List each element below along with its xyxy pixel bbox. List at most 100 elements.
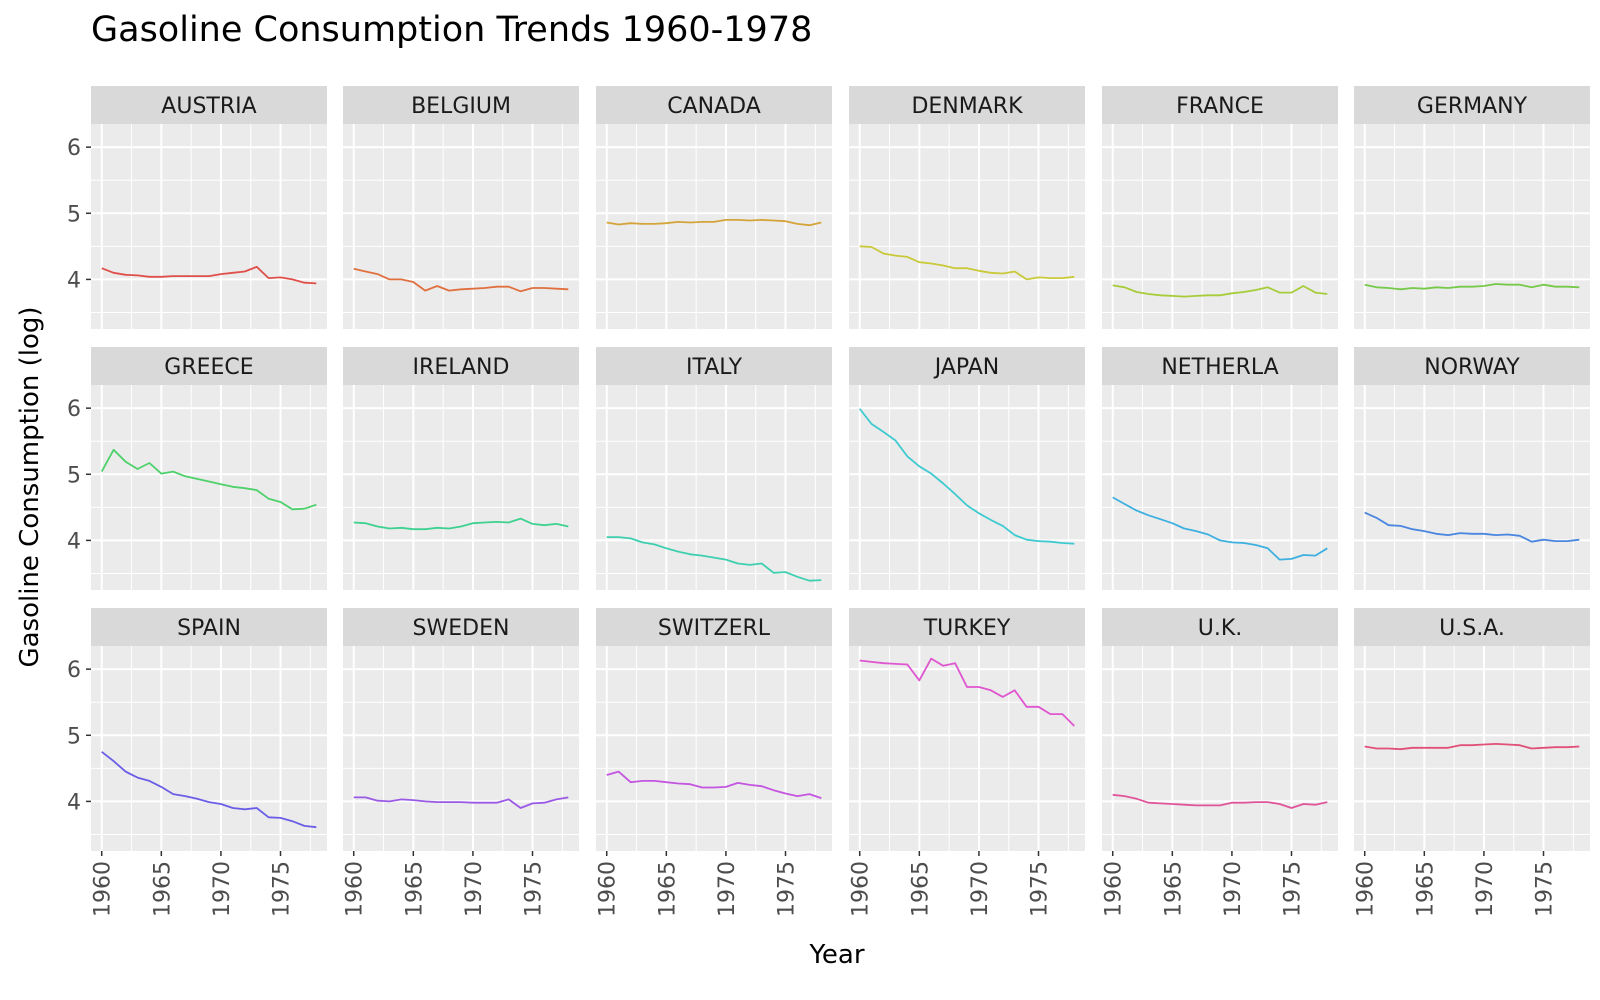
facet-strip (849, 608, 1085, 646)
facet-panel-spain: SPAIN 4 5 6 1960 1965 1970 1975 (67, 608, 327, 917)
facet-panel-denmark: DENMARK (849, 86, 1085, 329)
x-tick-label: 1960 (849, 861, 874, 917)
facet-strip-label: JAPAN (933, 355, 1000, 380)
series-line-switzerl (606, 770, 822, 799)
facet-strip-label: AUSTRIA (161, 94, 256, 119)
facet-strip (343, 608, 579, 646)
facet-strip (91, 86, 327, 124)
facet-strip-label: NETHERLA (1161, 355, 1278, 380)
x-tick-label: 1965 (1413, 861, 1438, 917)
y-tick-label: 6 (67, 136, 81, 161)
facet-strip (1102, 347, 1338, 385)
facet-strip (1102, 608, 1338, 646)
x-tick-label: 1960 (1354, 861, 1379, 917)
y-tick-label: 6 (67, 397, 81, 422)
series-line-belgium (353, 267, 569, 293)
facet-panels: AUSTRIA 4 5 6 BELGIUM CANADA DENMARK FRANCE GERM… (67, 86, 1590, 917)
facet-panel-u-k: U.K. 1960 1965 1970 1975 (1102, 608, 1338, 917)
facet-panel-germany: GERMANY (1354, 86, 1590, 329)
x-tick-label: 1970 (1473, 861, 1498, 917)
panel-background (596, 385, 832, 590)
facet-strip-label: FRANCE (1176, 94, 1264, 119)
facet-strip-label: DENMARK (911, 94, 1023, 119)
facet-panel-netherla: NETHERLA (1102, 347, 1338, 590)
panel-background (596, 124, 832, 329)
x-axis-label: Year (808, 940, 864, 970)
series-line-italy (606, 536, 822, 582)
facet-panel-ireland: IRELAND (343, 347, 579, 590)
x-tick-label: 1960 (343, 861, 368, 917)
facet-strip-label: SWITZERL (658, 616, 771, 641)
facet-strip-label: IRELAND (413, 355, 510, 380)
facet-strip-label: CANADA (667, 94, 761, 119)
x-tick-label: 1965 (1161, 861, 1186, 917)
x-tick-label: 1960 (596, 861, 621, 917)
y-tick-label: 5 (67, 724, 81, 749)
series-line-norway (1364, 511, 1580, 543)
facet-strip-label: U.S.A. (1439, 616, 1505, 641)
y-tick-label: 4 (67, 268, 81, 293)
y-tick-label: 4 (67, 529, 81, 554)
facet-strip-label: GERMANY (1417, 94, 1528, 119)
series-line-u-k (1112, 793, 1328, 809)
panel-background (343, 124, 579, 329)
y-axis-label: Gasoline Consumption (log) (15, 306, 45, 667)
x-tick-label: 1960 (91, 861, 116, 917)
series-line-japan (858, 408, 1075, 545)
facet-panel-sweden: SWEDEN 1960 1965 1970 1975 (343, 608, 579, 917)
facet-panel-switzerl: SWITZERL 1960 1965 1970 1975 (596, 608, 832, 917)
facet-strip (91, 347, 327, 385)
facet-strip (1354, 608, 1590, 646)
facet-panel-norway: NORWAY (1354, 347, 1590, 590)
facet-strip (91, 608, 327, 646)
panel-background (343, 385, 579, 590)
series-line-france (1112, 284, 1328, 298)
series-line-spain (101, 751, 317, 829)
panel-background (343, 646, 579, 851)
x-tick-label: 1970 (1221, 861, 1246, 917)
x-tick-label: 1960 (1102, 861, 1127, 917)
series-line-austria (101, 265, 317, 285)
facet-strip-label: U.K. (1198, 616, 1243, 641)
facet-strip (1102, 86, 1338, 124)
x-tick-label: 1975 (1281, 861, 1306, 917)
facet-panel-canada: CANADA (596, 86, 832, 329)
facet-strip (596, 347, 832, 385)
x-tick-label: 1970 (968, 861, 993, 917)
panel-background (1102, 385, 1338, 590)
x-tick-label: 1965 (655, 861, 680, 917)
y-tick-label: 4 (67, 790, 81, 815)
x-tick-label: 1975 (270, 861, 295, 917)
panel-background (1354, 385, 1590, 590)
facet-strip (849, 347, 1085, 385)
facet-strip (596, 608, 832, 646)
series-line-u-s-a (1364, 743, 1580, 751)
panel-background (849, 385, 1085, 590)
series-line-netherla (1112, 496, 1328, 561)
x-tick-label: 1975 (522, 861, 547, 917)
facet-strip-label: BELGIUM (411, 94, 511, 119)
panel-background (1102, 124, 1338, 329)
x-tick-label: 1975 (1533, 861, 1558, 917)
facet-panel-italy: ITALY (596, 347, 832, 590)
facet-strip (849, 86, 1085, 124)
facet-panel-france: FRANCE (1102, 86, 1338, 329)
panel-background (1354, 124, 1590, 329)
x-tick-label: 1975 (775, 861, 800, 917)
x-tick-label: 1965 (150, 861, 175, 917)
series-line-sweden (353, 796, 569, 809)
series-line-turkey (859, 657, 1075, 727)
facet-strip-label: ITALY (686, 355, 743, 380)
x-tick-label: 1975 (1028, 861, 1053, 917)
series-line-ireland (353, 517, 569, 531)
chart-title: Gasoline Consumption Trends 1960-1978 (91, 10, 813, 50)
x-tick-label: 1970 (715, 861, 740, 917)
y-tick-label: 6 (67, 658, 81, 683)
x-tick-label: 1965 (402, 861, 427, 917)
facet-panel-turkey: TURKEY 1960 1965 1970 1975 (849, 608, 1085, 917)
facet-strip-label: GREECE (164, 355, 253, 380)
series-line-canada (606, 218, 822, 227)
facet-panel-belgium: BELGIUM (343, 86, 579, 329)
x-tick-label: 1970 (210, 861, 235, 917)
